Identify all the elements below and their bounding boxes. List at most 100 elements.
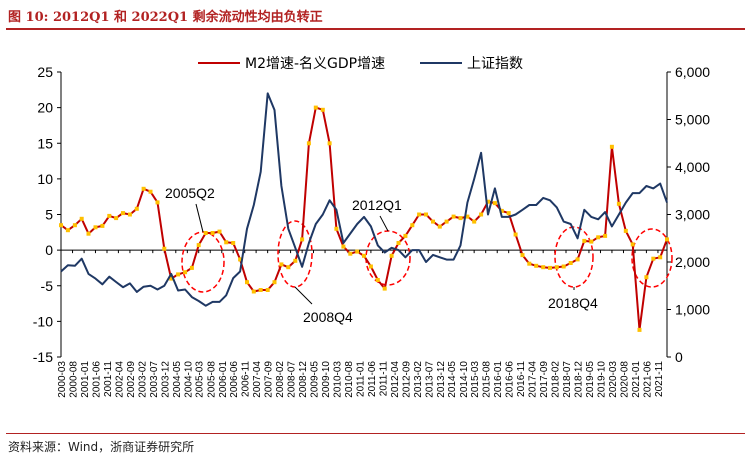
legend-label-sse: 上证指数 (467, 56, 523, 72)
x-tick-label-51: 2021-06 (642, 361, 653, 398)
x-tick-label-9: 2003-12 (160, 361, 171, 398)
x-tick-label-31: 2013-02 (413, 361, 424, 398)
series-0-point-61 (479, 212, 484, 217)
series-0-point-51 (410, 223, 415, 228)
series-0-point-54 (431, 219, 435, 224)
x-tick-label-30: 2012-09 (401, 361, 412, 398)
x-tick-label-40: 2016-11 (516, 361, 527, 397)
series-0-point-43 (355, 249, 360, 254)
series-0-point-1 (65, 228, 70, 233)
x-tick-label-35: 2014-10 (459, 361, 470, 398)
x-tick-label-13: 2005-08 (206, 361, 217, 398)
series-0-point-13 (148, 189, 153, 194)
x-tick-label-15: 2006-06 (229, 361, 240, 398)
x-tick-label-27: 2011-06 (367, 361, 378, 397)
x-tick-label-8: 2003-07 (149, 361, 160, 398)
series-0-point-24 (224, 240, 229, 245)
x-tick-label-36: 2015-03 (470, 361, 481, 398)
left-tick-label-3: 10 (37, 171, 53, 187)
series-0-point-81 (616, 201, 621, 206)
series-0-point-62 (486, 199, 490, 204)
series-0-point-77 (589, 239, 594, 244)
series-0-point-37 (313, 105, 318, 110)
series-0-point-4 (86, 231, 91, 236)
x-tick-label-38: 2016-01 (493, 361, 504, 398)
series-0-point-14 (155, 200, 160, 205)
series-0-point-20 (196, 243, 201, 248)
series-0-point-38 (320, 107, 325, 112)
series-0-point-57 (451, 214, 456, 219)
x-tick-label-49: 2020-08 (619, 361, 630, 398)
series-0-point-10 (127, 212, 132, 217)
x-tick-label-23: 2009-10 (321, 361, 332, 398)
series-0-point-35 (300, 237, 305, 242)
left-tick-label-0: 25 (37, 64, 53, 80)
series-0-point-7 (107, 213, 112, 218)
annotation-label-0: 2005Q2 (165, 185, 215, 201)
series-0-point-87 (658, 255, 663, 260)
series-0-point-3 (79, 216, 84, 221)
annotation-circle-1 (277, 220, 313, 288)
x-tick-label-29: 2012-04 (390, 361, 401, 398)
series-0-point-55 (437, 224, 442, 229)
series-0-point-6 (100, 223, 105, 228)
series-0-point-31 (272, 280, 277, 285)
x-tick-label-16: 2006-11 (241, 361, 252, 397)
x-tick-label-48: 2020-03 (608, 361, 619, 398)
x-tick-label-46: 2019-05 (585, 361, 596, 398)
x-tick-label-26: 2011-01 (356, 361, 367, 397)
x-tick-label-1: 2000-08 (69, 361, 80, 398)
series-0-point-72 (554, 265, 559, 270)
x-tick-label-39: 2016-06 (505, 361, 516, 398)
series-0-point-44 (362, 253, 366, 258)
x-tick-label-32: 2013-07 (424, 361, 435, 398)
left-tick-label-1: 20 (37, 100, 53, 116)
x-tick-label-25: 2010-08 (344, 361, 355, 398)
series-0-point-58 (458, 216, 463, 221)
series-0-point-9 (121, 211, 125, 216)
x-tick-label-3: 2001-06 (91, 361, 102, 398)
legend-label-m2-gdp: M2增速-名义GDP增速 (245, 56, 385, 72)
series-0-point-11 (134, 206, 139, 211)
series-layer (59, 92, 669, 332)
series-0-point-12 (141, 186, 146, 191)
series-0-point-42 (348, 251, 353, 256)
x-tick-label-28: 2011-11 (378, 361, 389, 397)
series-0-point-46 (375, 278, 380, 282)
series-0-point-74 (568, 261, 573, 265)
x-tick-label-44: 2018-07 (562, 361, 573, 398)
x-tick-label-21: 2008-12 (298, 361, 309, 398)
series-0-point-5 (93, 225, 98, 230)
right-tick-label-5: 1,000 (675, 302, 710, 318)
x-tick-label-10: 2004-05 (172, 361, 183, 398)
annotation-label-1: 2008Q4 (303, 309, 353, 325)
left-tick-label-2: 15 (37, 135, 53, 151)
right-tick-label-6: 0 (675, 349, 683, 365)
left-tick-label-4: 5 (45, 207, 53, 223)
series-0-point-16 (169, 276, 174, 281)
x-tick-label-6: 2002-09 (126, 361, 137, 398)
series-0-point-15 (162, 246, 167, 251)
series-0-point-76 (582, 238, 587, 243)
annotations-layer: 2005Q2 2008Q4 2012Q1 2018Q4 (165, 185, 673, 325)
series-0-point-84 (637, 327, 642, 332)
title-rule (6, 28, 745, 30)
left-tick-label-5: 0 (45, 242, 53, 258)
series-0-point-85 (644, 275, 649, 280)
series-0-point-19 (189, 265, 194, 270)
left-tick-label-6: -5 (41, 278, 54, 294)
right-tick-label-2: 4,000 (675, 159, 710, 175)
x-tick-label-22: 2009-05 (310, 361, 321, 398)
series-0-point-60 (472, 219, 477, 224)
series-0-point-22 (210, 231, 215, 235)
series-0-point-88 (665, 237, 669, 242)
series-0-point-32 (279, 262, 284, 267)
series-0-point-73 (561, 264, 566, 269)
series-0-point-21 (203, 231, 208, 235)
series-0-point-40 (334, 226, 339, 231)
series-0-point-33 (286, 265, 291, 270)
series-0-point-56 (444, 219, 449, 224)
annotation-circle-3 (554, 226, 594, 288)
series-0-point-18 (183, 270, 188, 275)
